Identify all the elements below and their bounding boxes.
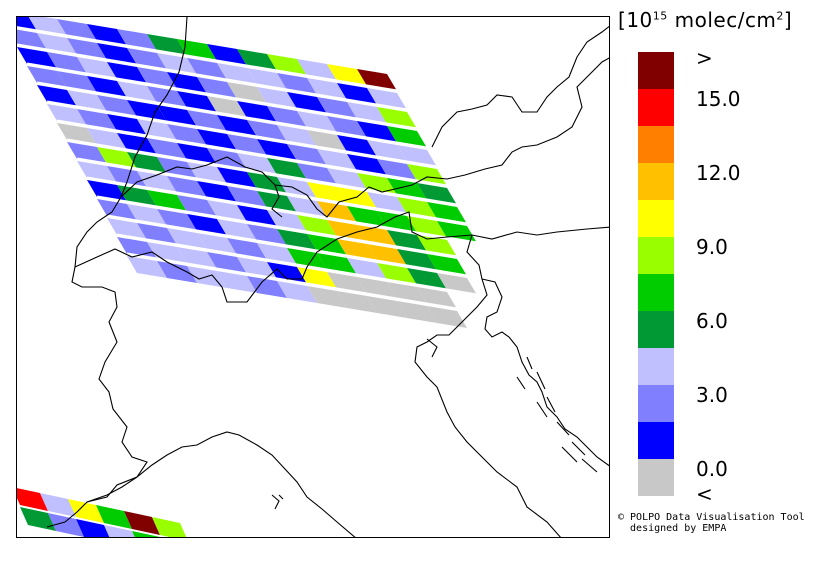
legend-swatch [638, 311, 674, 348]
swath-pixel [104, 525, 135, 537]
border-alps-arc [74, 211, 609, 303]
coast-ligurian [86, 431, 356, 537]
swath-pixel [152, 517, 187, 537]
swath-pixel [337, 291, 377, 313]
legend-swatch [638, 348, 674, 385]
legend-tick-label: 0.0 [696, 457, 728, 481]
coastlines-borders [46, 17, 609, 537]
swath-pixel [157, 261, 197, 283]
swath-gap [96, 195, 488, 264]
border-austria [206, 57, 609, 218]
unit-exponent: 15 [652, 9, 668, 23]
legend-tick-label: 15.0 [696, 87, 741, 111]
legend-swatch [638, 126, 674, 163]
color-legend [638, 52, 674, 496]
swath-pixel [68, 499, 104, 523]
coast-corsica-tip [271, 494, 280, 510]
swath-pixel [217, 271, 257, 293]
coast-croatia-islands [516, 356, 598, 473]
swath-gap [76, 157, 468, 226]
map-canvas [17, 17, 609, 538]
swath-pixel [107, 218, 147, 240]
legend-swatch [638, 163, 674, 200]
swath-pixel [17, 47, 57, 69]
swath-pixel [127, 256, 167, 278]
legend-swatch [638, 89, 674, 126]
unit-rest: molec/cm [667, 8, 777, 32]
swath-gap [36, 81, 428, 150]
swath-gap [116, 233, 508, 302]
swath-pixel [277, 281, 317, 303]
legend-tick-label: > [696, 46, 713, 70]
swath-pixel [247, 276, 287, 298]
swath-pixel [87, 180, 127, 202]
border-liechtenstein [271, 184, 283, 218]
swath-pixel [124, 511, 160, 535]
swath-gap [126, 252, 518, 321]
swath-gap [17, 26, 398, 93]
swath-pixel [47, 104, 87, 126]
legend-tick-label: 6.0 [696, 309, 728, 333]
legend-tick-label: 9.0 [696, 235, 728, 259]
border-san-marino-region [426, 338, 438, 358]
legend-swatch [638, 459, 674, 496]
swath-pixel [77, 161, 117, 183]
swath-gap [106, 214, 498, 283]
swath-gap [47, 17, 388, 74]
swath-gap [46, 100, 438, 169]
swath-pixel [17, 488, 48, 511]
satellite-swath-pixels [17, 17, 518, 538]
legend-tick-label: < [696, 482, 713, 506]
swath-gap [26, 62, 418, 131]
unit-base: 10 [626, 8, 653, 32]
border-switzerland-north [120, 164, 208, 198]
swath-pixel [367, 296, 407, 318]
swath-pixel [28, 17, 67, 36]
legend-tick-label: 3.0 [696, 383, 728, 407]
map-panel[interactable] [16, 16, 610, 538]
legend-swatch [638, 52, 674, 89]
border-france-switzerland [46, 17, 188, 528]
legend-swatch [638, 422, 674, 459]
swath-pixel [397, 301, 437, 323]
unit-square: 2 [776, 9, 784, 23]
coast-adriatic [414, 234, 561, 537]
swath-pixel [132, 531, 160, 537]
swath-pixel [160, 537, 196, 538]
swath-pixel [307, 286, 347, 308]
legend-swatch [638, 237, 674, 274]
coast-elba [278, 494, 284, 500]
swath-pixel [57, 123, 97, 145]
coast-croatia [508, 336, 609, 467]
swath-pixel [76, 519, 110, 537]
legend-swatch [638, 385, 674, 422]
border-germany [431, 25, 609, 148]
credit-line-2: designed by EMPA [618, 523, 727, 534]
credit-text: © POLPO Data Visualisation Tool designed… [618, 512, 805, 534]
swath-gap [56, 119, 448, 188]
swath-pixel [27, 66, 67, 88]
legend-tick-label: 12.0 [696, 161, 741, 185]
swath-pixel [48, 513, 84, 537]
credit-line-1: © POLPO Data Visualisation Tool [618, 512, 805, 523]
legend-swatch [638, 200, 674, 237]
swath-pixel [67, 142, 107, 164]
swath-pixel [20, 507, 56, 531]
swath-pixel [96, 505, 132, 529]
legend-unit-title: [1015 molec/cm2] [618, 8, 793, 32]
swath-pixel [427, 306, 467, 328]
swath-pixel [37, 85, 77, 107]
legend-swatch [638, 274, 674, 311]
swath-pixel [40, 493, 76, 517]
coast-istria [481, 278, 510, 338]
swath-gap [17, 43, 408, 112]
